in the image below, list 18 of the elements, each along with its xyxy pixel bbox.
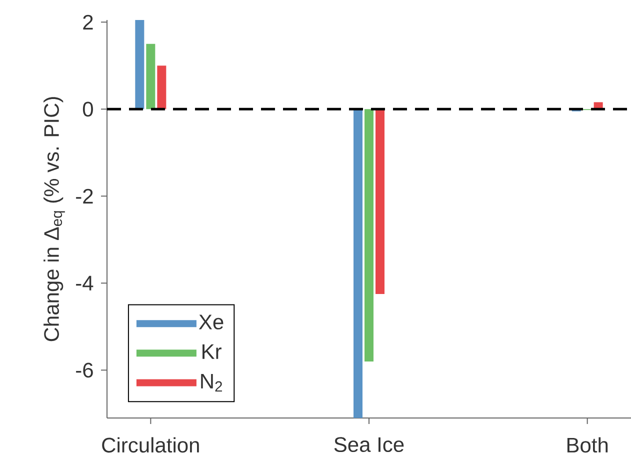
y-tick-label: -2	[76, 188, 93, 204]
bar	[376, 109, 384, 294]
y-axis-title: Change in Δ$_{eq}$ (% vs. PIC)	[44, 97, 65, 342]
y-tick-label: -4	[76, 276, 94, 290]
y-tick-label: 2	[83, 14, 93, 30]
legend-label: Kr	[202, 344, 222, 359]
x-tick-label: Both	[567, 437, 608, 453]
bar	[146, 44, 156, 110]
bar	[135, 20, 144, 110]
legend-label: N$_{2}$	[201, 374, 222, 392]
y-tick-label: -6	[76, 362, 93, 378]
bar	[364, 109, 374, 362]
x-tick-label: Sea Ice	[334, 437, 404, 452]
y-tick-label: 0	[82, 102, 93, 117]
x-tick-label: Circulation	[102, 437, 199, 453]
legend-label: Xe	[198, 314, 224, 330]
bar	[157, 66, 166, 110]
bar	[354, 109, 363, 418]
